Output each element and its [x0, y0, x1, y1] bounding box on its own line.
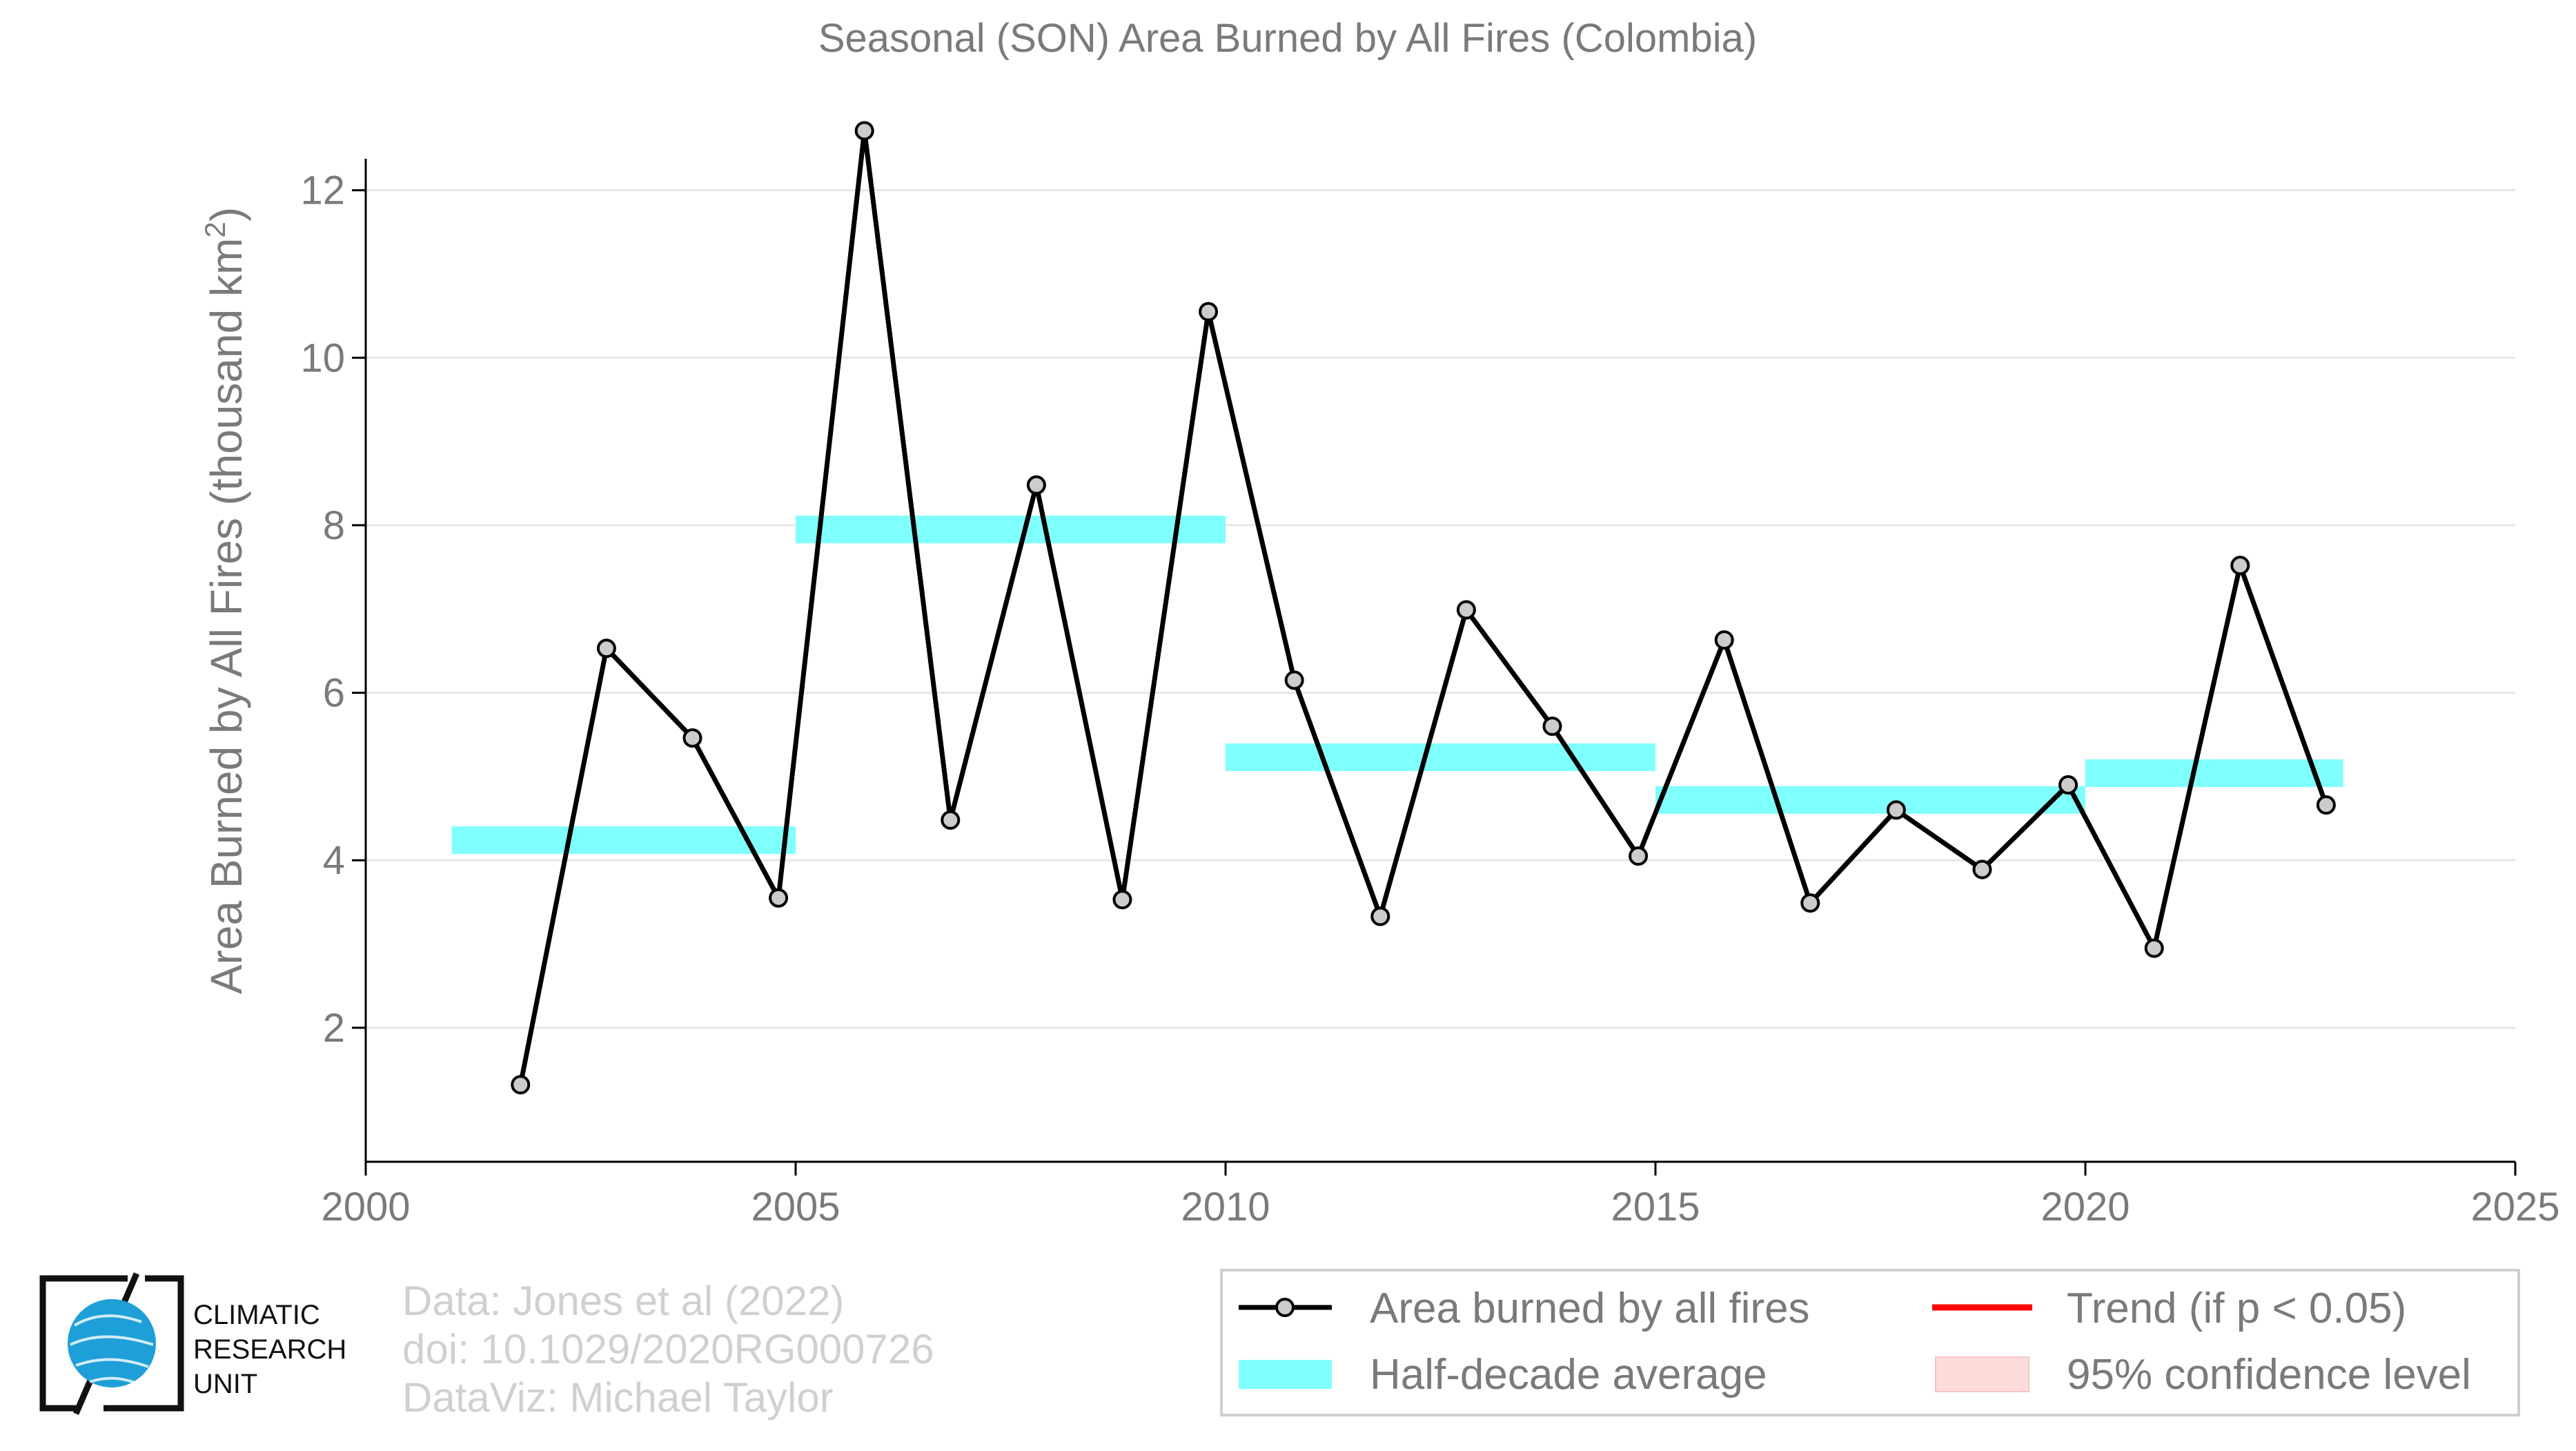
- data-point: [596, 639, 616, 659]
- data-point: [1629, 846, 1649, 866]
- y-axis-label-superscript: 2: [199, 222, 231, 237]
- data-point: [2230, 556, 2250, 576]
- y-tick-label: 8: [323, 503, 345, 548]
- data-point: [1199, 302, 1219, 322]
- data-point: [769, 888, 789, 908]
- data-point: [1112, 890, 1132, 910]
- y-tick-label: 4: [323, 838, 345, 883]
- logo-bracket-right-icon: [104, 1275, 184, 1412]
- data-point: [854, 121, 874, 141]
- half-decade-band: [796, 515, 1226, 543]
- data-series: [511, 121, 2336, 1095]
- data-point: [511, 1075, 531, 1095]
- legend-label-area-burned: Area burned by all fires: [1370, 1285, 1810, 1332]
- data-point: [2316, 795, 2336, 815]
- half-decade-band: [2085, 759, 2343, 788]
- data-point: [1026, 475, 1046, 495]
- data-point: [1284, 670, 1304, 690]
- legend-symbol-confidence: [1935, 1356, 2029, 1392]
- logo-text-climatic: CLIMATIC: [193, 1300, 320, 1330]
- logo-bracket-left-icon: [39, 1275, 128, 1412]
- data-point: [2144, 938, 2164, 958]
- y-tick-label: 12: [300, 168, 345, 213]
- credit-data-source: Data: Jones et al (2022): [402, 1278, 844, 1324]
- logo-text-unit: UNIT: [193, 1369, 257, 1399]
- data-point: [682, 728, 702, 748]
- legend-box: [1220, 1269, 2520, 1416]
- legend-symbol-half-decade: [1239, 1360, 1332, 1389]
- y-axis-label-close: ): [201, 207, 251, 222]
- axes: 2 4 6 8 10 12 2000 2005 2010 2015 2020 2025: [300, 159, 2560, 1229]
- data-point: [1972, 859, 1992, 879]
- data-point: [1542, 717, 1562, 737]
- half-decade-bands: [451, 515, 2343, 855]
- data-point: [1800, 893, 1820, 913]
- y-tick-label: 6: [323, 671, 345, 716]
- y-axis-label-text: Area Burned by All Fires (thousand km: [201, 238, 251, 995]
- globe-icon: [68, 1299, 156, 1387]
- legend-label-trend: Trend (if p < 0.05): [2067, 1285, 2406, 1332]
- data-point: [1456, 600, 1476, 620]
- globe-swirl-icon: [70, 1314, 154, 1385]
- half-decade-band: [1226, 743, 1655, 771]
- cru-logo: CLIMATIC RESEARCH UNIT: [39, 1272, 346, 1415]
- data-point: [1714, 630, 1734, 650]
- logo-text-research: RESEARCH: [193, 1334, 346, 1365]
- x-tick-label: 2005: [751, 1185, 840, 1229]
- data-point: [1886, 800, 1906, 820]
- credit-dataviz: DataViz: Michael Taylor: [402, 1374, 834, 1421]
- legend-symbol-marker: [1275, 1298, 1295, 1317]
- credits: Data: Jones et al (2022) doi: 10.1029/20…: [402, 1278, 934, 1421]
- x-tick-label: 2025: [2470, 1185, 2559, 1229]
- chart-title: Seasonal (SON) Area Burned by All Fires …: [818, 16, 1757, 61]
- y-tick-label: 10: [300, 335, 345, 380]
- half-decade-band: [451, 826, 796, 855]
- y-axis-label: Area Burned by All Fires (thousand km2): [199, 207, 251, 994]
- legend-label-half-decade: Half-decade average: [1370, 1351, 1767, 1399]
- credit-doi: doi: 10.1029/2020RG000726: [402, 1326, 934, 1372]
- y-tick-label: 2: [323, 1006, 345, 1051]
- x-tick-label: 2000: [321, 1185, 410, 1229]
- x-tick-label: 2010: [1181, 1185, 1270, 1229]
- data-point: [2058, 775, 2078, 795]
- half-decade-band: [1655, 786, 2085, 814]
- data-point: [1370, 906, 1390, 926]
- area-burned-line: [518, 128, 2329, 1086]
- legend: Area burned by all fires Trend (if p < 0…: [1220, 1269, 2520, 1416]
- data-point: [941, 810, 961, 830]
- legend-label-confidence: 95% confidence level: [2067, 1351, 2471, 1399]
- x-tick-label: 2020: [2041, 1185, 2130, 1229]
- grid-lines: [366, 189, 2515, 1029]
- x-tick-label: 2015: [1611, 1185, 1700, 1229]
